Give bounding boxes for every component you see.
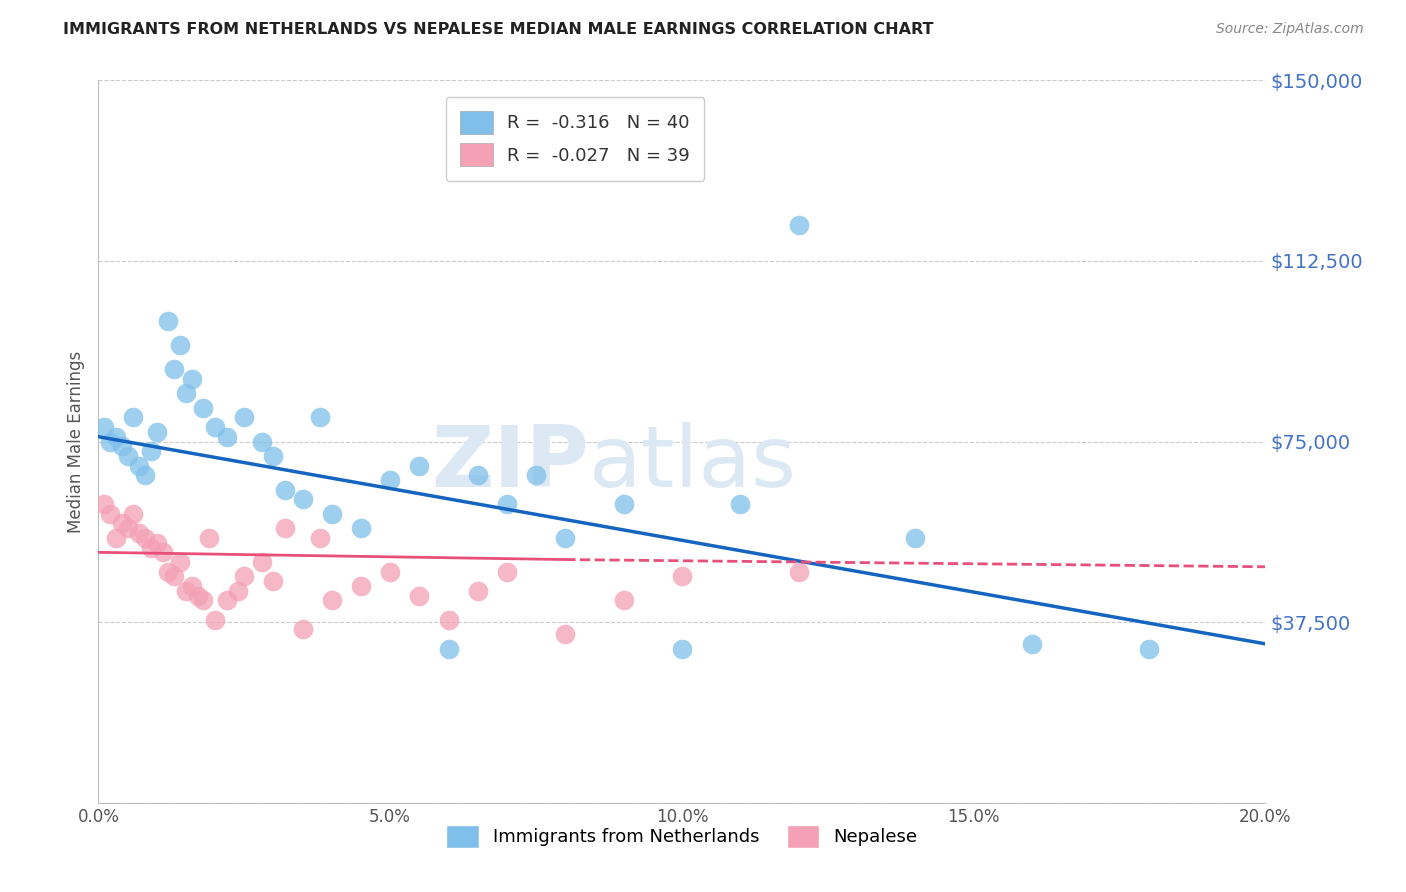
- Point: [321, 593, 343, 607]
- Point: [122, 507, 145, 521]
- Point: [134, 531, 156, 545]
- Point: [1137, 641, 1160, 656]
- Point: [174, 583, 197, 598]
- Point: [169, 338, 191, 352]
- Point: [904, 531, 927, 545]
- Point: [98, 507, 121, 521]
- Point: [180, 372, 202, 386]
- Text: Source: ZipAtlas.com: Source: ZipAtlas.com: [1216, 22, 1364, 37]
- Point: [408, 589, 430, 603]
- Point: [408, 458, 430, 473]
- Point: [104, 430, 127, 444]
- Point: [321, 507, 343, 521]
- Point: [350, 521, 373, 535]
- Point: [146, 535, 169, 549]
- Point: [98, 434, 121, 449]
- Point: [730, 497, 752, 511]
- Point: [128, 458, 150, 473]
- Point: [215, 593, 238, 607]
- Point: [309, 531, 332, 545]
- Point: [228, 583, 250, 598]
- Point: [174, 386, 197, 401]
- Point: [524, 468, 547, 483]
- Point: [104, 531, 127, 545]
- Point: [169, 555, 191, 569]
- Point: [274, 483, 297, 497]
- Point: [187, 589, 209, 603]
- Point: [163, 362, 186, 376]
- Point: [215, 430, 238, 444]
- Point: [554, 531, 576, 545]
- Point: [204, 420, 226, 434]
- Y-axis label: Median Male Earnings: Median Male Earnings: [66, 351, 84, 533]
- Point: [671, 569, 693, 583]
- Text: ZIP: ZIP: [430, 422, 589, 505]
- Point: [671, 641, 693, 656]
- Point: [1021, 637, 1043, 651]
- Point: [93, 420, 115, 434]
- Point: [309, 410, 332, 425]
- Point: [291, 492, 314, 507]
- Legend: Immigrants from Netherlands, Nepalese: Immigrants from Netherlands, Nepalese: [439, 818, 925, 855]
- Point: [274, 521, 297, 535]
- Point: [139, 541, 162, 555]
- Point: [134, 468, 156, 483]
- Point: [496, 497, 519, 511]
- Point: [380, 473, 402, 487]
- Text: atlas: atlas: [589, 422, 797, 505]
- Point: [437, 613, 460, 627]
- Point: [111, 439, 134, 453]
- Point: [139, 444, 162, 458]
- Point: [554, 627, 576, 641]
- Point: [612, 497, 634, 511]
- Point: [117, 449, 139, 463]
- Point: [146, 425, 169, 439]
- Point: [380, 565, 402, 579]
- Point: [198, 531, 221, 545]
- Point: [262, 449, 284, 463]
- Point: [93, 497, 115, 511]
- Point: [122, 410, 145, 425]
- Point: [291, 623, 314, 637]
- Point: [787, 565, 810, 579]
- Point: [193, 401, 215, 415]
- Point: [193, 593, 215, 607]
- Point: [157, 565, 180, 579]
- Point: [233, 410, 256, 425]
- Point: [163, 569, 186, 583]
- Point: [180, 579, 202, 593]
- Point: [437, 641, 460, 656]
- Point: [250, 555, 273, 569]
- Point: [467, 583, 489, 598]
- Point: [152, 545, 174, 559]
- Text: IMMIGRANTS FROM NETHERLANDS VS NEPALESE MEDIAN MALE EARNINGS CORRELATION CHART: IMMIGRANTS FROM NETHERLANDS VS NEPALESE …: [63, 22, 934, 37]
- Point: [467, 468, 489, 483]
- Point: [111, 516, 134, 531]
- Point: [350, 579, 373, 593]
- Point: [128, 526, 150, 541]
- Point: [204, 613, 226, 627]
- Point: [496, 565, 519, 579]
- Point: [787, 218, 810, 232]
- Point: [250, 434, 273, 449]
- Point: [233, 569, 256, 583]
- Point: [262, 574, 284, 589]
- Point: [157, 314, 180, 328]
- Point: [117, 521, 139, 535]
- Point: [612, 593, 634, 607]
